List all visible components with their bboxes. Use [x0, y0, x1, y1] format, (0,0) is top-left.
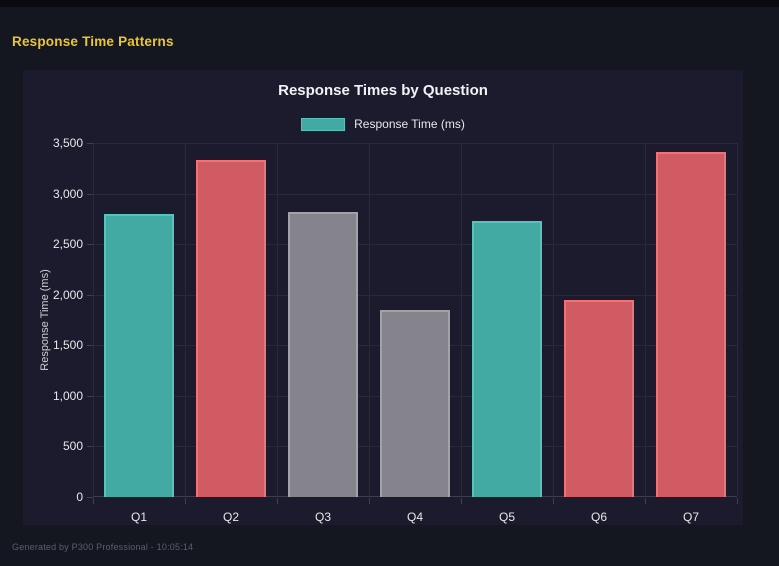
- y-tick-mark: [87, 143, 93, 144]
- x-tick-mark: [277, 498, 278, 504]
- x-tick-mark: [185, 498, 186, 504]
- y-tick-mark: [87, 244, 93, 246]
- y-tick-label: 500: [62, 439, 83, 454]
- y-tick-label: 3,000: [52, 186, 83, 201]
- plot-area: [93, 143, 738, 497]
- y-tick-label: 2,500: [52, 237, 83, 252]
- x-tick-label-q2: Q2: [222, 510, 239, 524]
- gridline-v: [553, 143, 554, 496]
- page-title: Response Time Patterns: [12, 34, 174, 49]
- gridline-h: [93, 143, 737, 144]
- bar-q5[interactable]: [472, 220, 542, 497]
- legend-item-response-time[interactable]: Response Time (ms): [23, 117, 743, 131]
- gridline-v: [185, 143, 186, 496]
- gridline-h: [93, 294, 737, 296]
- chart-title: Response Times by Question: [278, 82, 488, 99]
- legend-label: Response Time (ms): [354, 117, 465, 131]
- gridline-v: [737, 143, 738, 496]
- chart-panel: Response Times by Question Response Time…: [23, 70, 743, 525]
- gridline-v: [277, 143, 278, 496]
- x-tick-mark: [93, 498, 94, 504]
- y-tick-mark: [87, 446, 93, 448]
- gridline-v: [369, 143, 370, 496]
- bar-q1[interactable]: [104, 213, 174, 497]
- x-tick-label-q5: Q5: [498, 510, 515, 524]
- y-tick-label: 3,500: [52, 136, 83, 150]
- y-tick-label: 1,000: [52, 388, 83, 403]
- x-tick-mark: [553, 498, 554, 504]
- bar-q3[interactable]: [288, 211, 358, 497]
- y-tick-mark: [87, 345, 93, 347]
- y-tick-label: 0: [76, 490, 83, 504]
- y-tick-label: 1,500: [52, 338, 83, 353]
- bar-q7[interactable]: [656, 152, 726, 497]
- y-axis-title: Response Time (ms): [39, 269, 51, 371]
- x-tick-label-q1: Q1: [130, 510, 147, 524]
- gridline-h: [93, 193, 737, 195]
- gridline-h: [93, 244, 737, 246]
- gridline-v: [93, 143, 94, 496]
- x-tick-label-q3: Q3: [314, 510, 331, 524]
- x-tick-mark: [737, 498, 738, 504]
- bar-q6[interactable]: [564, 299, 634, 497]
- y-tick-mark: [87, 193, 93, 195]
- y-tick-mark: [87, 497, 93, 498]
- gridline-v: [645, 143, 646, 496]
- y-tick-label: 2,000: [52, 287, 83, 302]
- bar-q2[interactable]: [196, 160, 266, 497]
- x-tick-mark: [461, 498, 462, 504]
- footer-generated-by: Generated by P300 Professional - 10:05:1…: [12, 542, 194, 552]
- legend-swatch-teal: [301, 117, 346, 131]
- y-tick-mark: [87, 395, 93, 397]
- x-tick-mark: [645, 498, 646, 504]
- bar-q4[interactable]: [380, 309, 450, 497]
- x-tick-label-q4: Q4: [406, 510, 423, 524]
- y-tick-mark: [87, 294, 93, 296]
- x-tick-label-q6: Q6: [590, 510, 607, 524]
- x-tick-label-q7: Q7: [682, 510, 699, 524]
- x-tick-mark: [369, 498, 370, 504]
- gridline-v: [461, 143, 462, 496]
- window-top-strip: [0, 0, 779, 7]
